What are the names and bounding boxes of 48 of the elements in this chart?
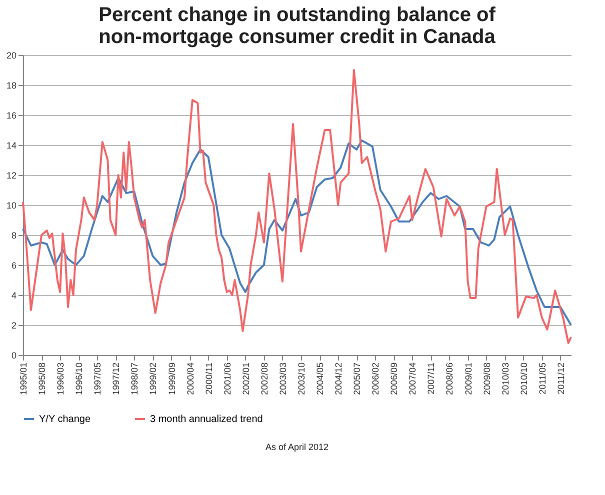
x-tick-label: 1995/01 (18, 362, 28, 396)
x-tick-label: 1997/12 (111, 362, 122, 396)
x-tick-label: 2006/02 (370, 362, 381, 396)
x-tick-label: 2000/11 (204, 362, 214, 394)
x-tick-label: 2002/08 (259, 362, 270, 396)
x-tick-label: 1996/03 (56, 362, 66, 396)
line-series (22, 69, 572, 344)
y-tick-label: 8 (11, 230, 16, 240)
x-tick-label: 1999/09 (166, 362, 177, 396)
x-tick-label: 1998/07 (130, 362, 140, 396)
line-series (22, 140, 572, 326)
x-tick-label: 2011/12 (556, 362, 566, 394)
x-tick-label: 2001/06 (222, 362, 232, 396)
x-tick-label: 2005/07 (352, 362, 362, 396)
x-tick-label: 2006/09 (389, 362, 400, 396)
y-tick-label: 20 (6, 50, 16, 60)
x-tick-label: 2007/04 (408, 362, 418, 396)
y-tick-label: 18 (6, 80, 16, 90)
x-tick-label: 2002/01 (240, 362, 251, 396)
y-tick-label: 0 (11, 350, 16, 360)
x-tick-label: 2009/08 (482, 362, 492, 396)
x-tick-label: 2010/10 (518, 362, 529, 396)
text: non-mortgage consumer credit in Canada (98, 26, 496, 48)
x-tick-label: 2007/11 (426, 362, 436, 394)
y-tick-label: 6 (11, 260, 16, 270)
x-tick-label: 2003/03 (278, 362, 288, 396)
y-tick-label: 14 (6, 140, 16, 150)
y-tick-label: 2 (11, 320, 16, 330)
x-tick-label: 1999/02 (148, 362, 158, 396)
x-tick-label: 2003/10 (296, 362, 306, 396)
y-tick-label: 16 (6, 110, 16, 120)
y-tick-label: 10 (6, 200, 16, 210)
x-tick-label: 1997/05 (92, 362, 103, 396)
legend-label: Y/Y change (39, 414, 91, 425)
x-tick-label: 2009/01 (463, 362, 474, 396)
x-tick-label: 2011/05 (537, 362, 548, 394)
text: Percent change in outstanding balance of (98, 4, 496, 26)
y-tick-label: 12 (6, 170, 16, 180)
x-tick-label: 1995/08 (37, 362, 48, 396)
y-tick-label: 4 (11, 290, 16, 300)
x-tick-label: 1996/10 (74, 362, 84, 396)
text: As of April 2012 (265, 442, 329, 452)
x-tick-label: 2008/06 (444, 362, 455, 396)
x-tick-label: 2010/03 (500, 362, 510, 396)
legend-label: 3 month annualized trend (150, 414, 263, 425)
x-tick-label: 2000/04 (185, 362, 196, 396)
x-tick-label: 2004/12 (334, 362, 344, 396)
x-tick-label: 2004/05 (315, 362, 325, 396)
